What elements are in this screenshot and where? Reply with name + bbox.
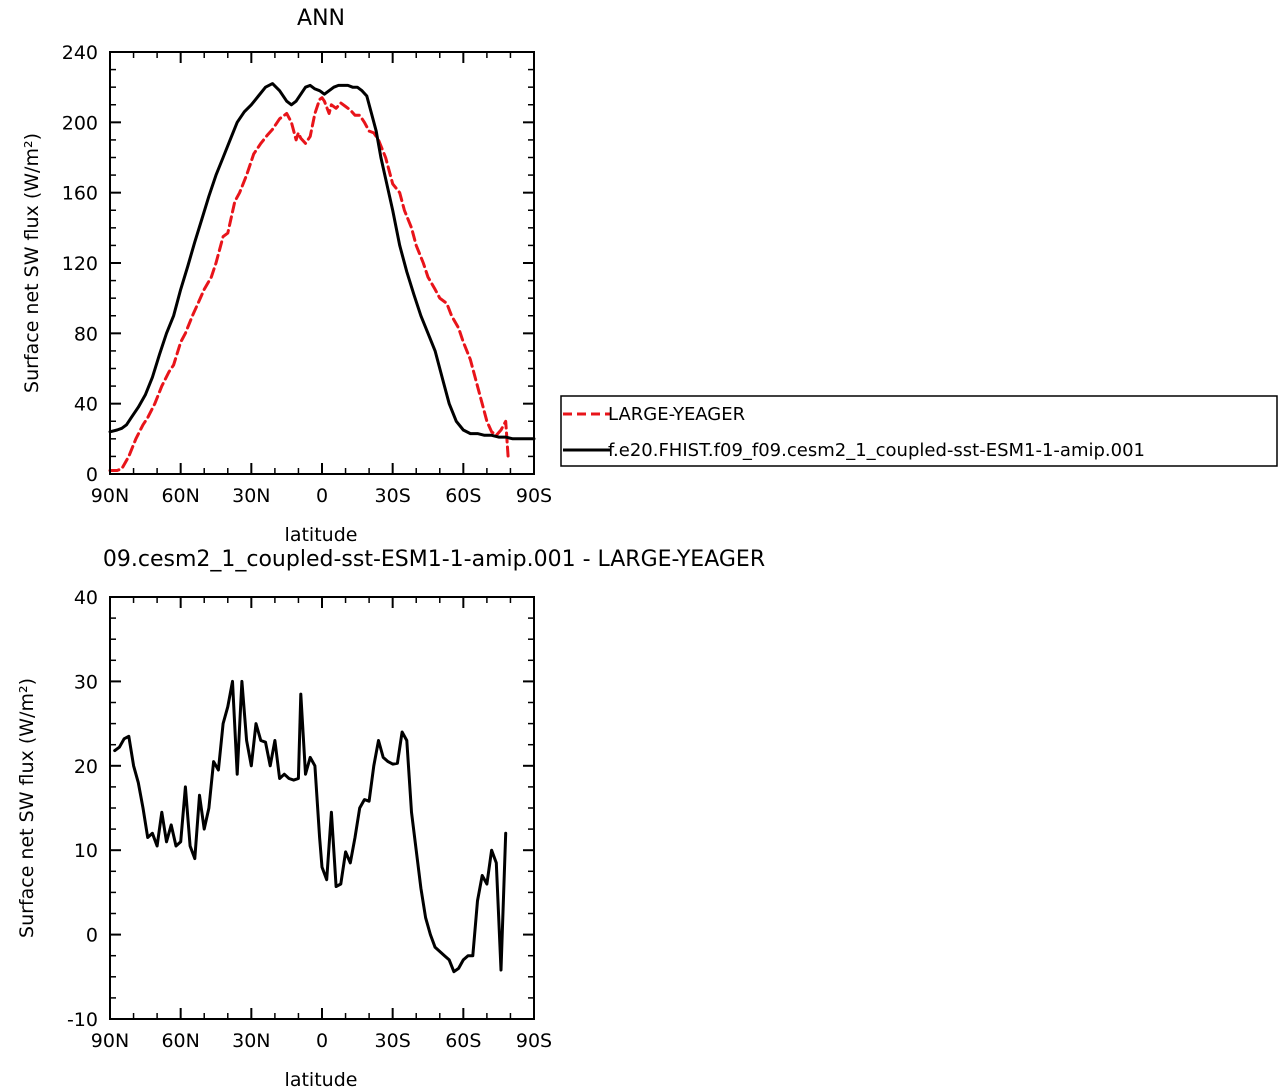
top-y-tick-label: 240 [62,42,98,64]
top-y-tick-label: 0 [86,464,98,486]
bottom-x-axis-label: latitude [285,1069,358,1091]
top-ticks-layer: 90N 60N 30N 0 30S 60S 90S 0 40 80 120 160 200 240 [62,42,552,507]
top-x-tick-label: 0 [316,485,328,507]
bottom-y-tick-label: 20 [74,756,98,778]
bottom-y-tick-label: 0 [86,925,98,947]
bottom-y-tick-label: 40 [74,587,98,609]
bottom-series-layer [113,679,508,974]
top-y-axis-label: Surface net SW flux (W/m²) [21,133,43,393]
top-x-tick-label: 60S [445,485,481,507]
bottom-chart-title: 09.cesm2_1_coupled-sst-ESM1-1-amip.001 -… [103,547,765,572]
bottom-x-tick-label: 0 [316,1030,328,1052]
top-series-line-large-yeager [108,96,510,472]
top-x-tick-label: 30N [232,485,270,507]
top-y-tick-label: 160 [62,183,98,205]
bottom-x-tick-label: 60S [445,1030,481,1052]
bottom-y-tick-label: 10 [74,840,98,862]
top-x-tick-label: 90S [516,485,552,507]
top-series-line-f-e20-fhist-f09-f09-cesm2-1-coupled-sst-esm1-1-amip-001 [108,82,536,441]
bottom-x-tick-label: 90N [91,1030,129,1052]
top-y-tick-label: 120 [62,253,98,275]
bottom-x-tick-label: 60N [161,1030,199,1052]
bottom-panel: 09.cesm2_1_coupled-sst-ESM1-1-amip.001 -… [16,547,765,1091]
top-x-tick-label: 30S [375,485,411,507]
bottom-x-tick-label: 30S [375,1030,411,1052]
top-chart-title: ANN [297,6,345,31]
legend-box [560,395,1278,467]
bottom-y-tick-label: -10 [67,1009,98,1031]
top-x-tick-label: 90N [91,485,129,507]
bottom-x-tick-label: 30N [232,1030,270,1052]
top-y-tick-label: 80 [74,323,98,345]
legend-label-cesm2: f.e20.FHIST.f09_f09.cesm2_1_coupled-sst-… [608,440,1145,461]
bottom-x-tick-label: 90S [516,1030,552,1052]
legend-label-large-yeager: LARGE-YEAGER [608,404,745,425]
top-plot-frame [109,51,535,475]
bottom-y-tick-label: 30 [74,671,98,693]
bottom-ticks-layer: 90N 60N 30N 0 30S 60S 90S -10 0 10 20 30 40 [67,587,552,1052]
top-panel: ANN 90N 60N 30N 0 30S 60S 90S 0 40 80 120 160 200 240… [21,6,552,546]
bottom-series-line-0 [113,679,508,974]
top-y-tick-label: 200 [62,112,98,134]
top-x-axis-label: latitude [285,524,358,546]
legend: LARGE-YEAGER f.e20.FHIST.f09_f09.cesm2_1… [560,395,1278,467]
bottom-y-axis-label: Surface net SW flux (W/m²) [16,678,38,938]
top-series-layer [108,82,536,472]
top-x-tick-label: 60N [161,485,199,507]
top-y-tick-label: 40 [74,394,98,416]
